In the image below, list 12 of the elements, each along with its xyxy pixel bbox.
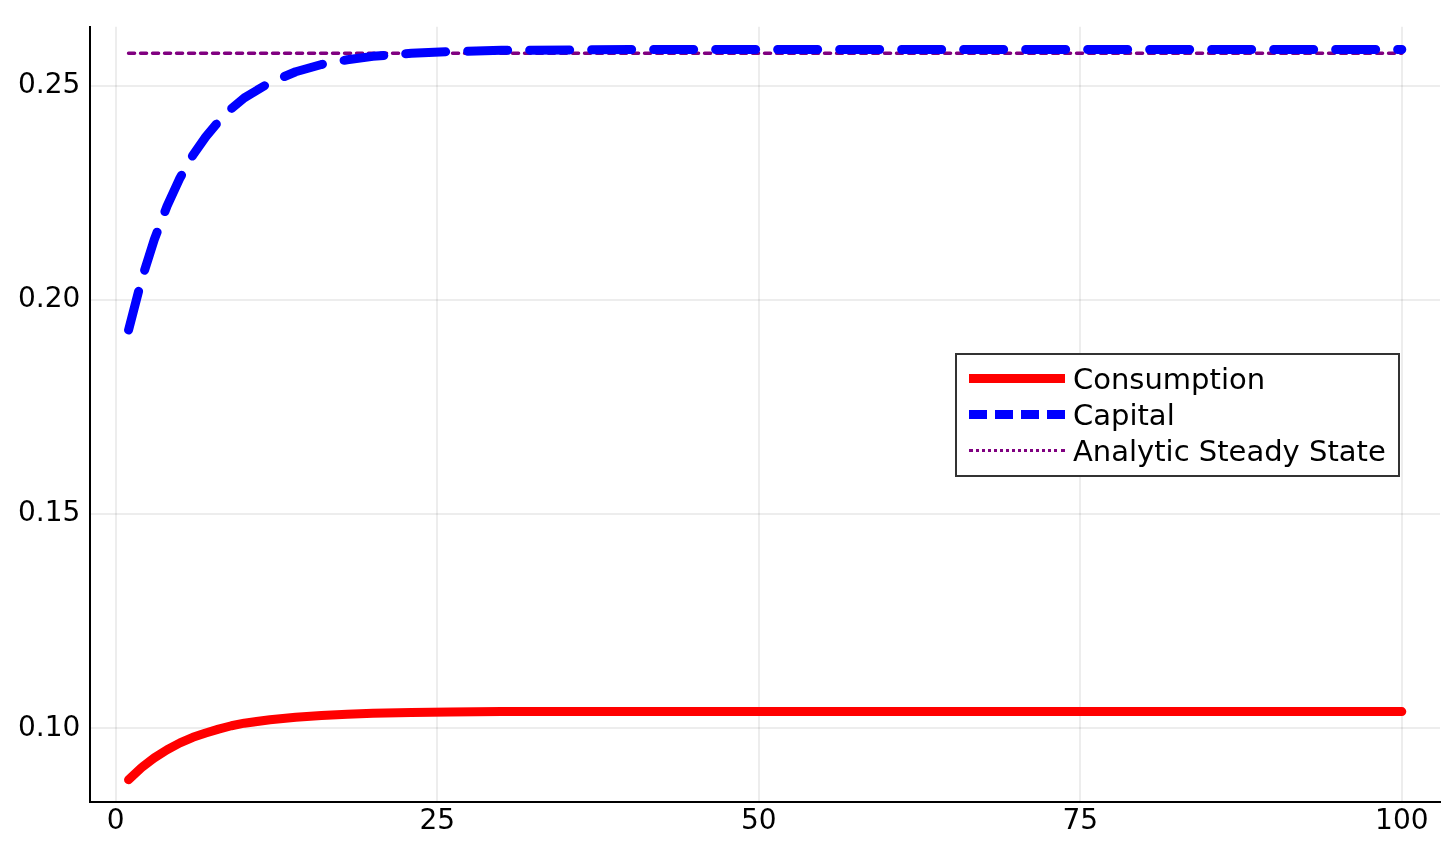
x-tick-label: 50 xyxy=(740,803,777,837)
x-tick-label: 75 xyxy=(1062,803,1099,837)
legend-label: Consumption xyxy=(1073,360,1266,397)
y-tick-label: 0.20 xyxy=(18,281,81,315)
x-tick-label: 100 xyxy=(1375,803,1429,837)
y-tick-label: 0.15 xyxy=(18,495,81,529)
x-tick-label: 0 xyxy=(106,803,125,837)
legend-label: Analytic Steady State xyxy=(1073,432,1386,469)
x-tick-label: 25 xyxy=(419,803,456,837)
legend-label: Capital xyxy=(1073,396,1175,433)
y-tick-label: 0.10 xyxy=(18,709,81,743)
y-tick-label: 0.25 xyxy=(18,67,81,101)
